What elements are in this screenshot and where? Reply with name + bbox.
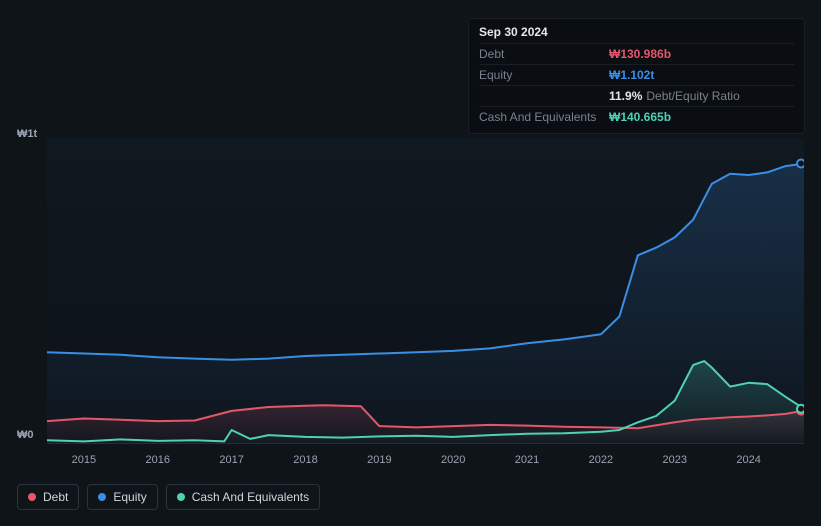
x-axis-label: 2019 <box>367 454 391 466</box>
x-axis-label: 2016 <box>146 454 170 466</box>
tooltip-date: Sep 30 2024 <box>479 25 794 43</box>
y-axis-label: ₩0 <box>17 429 34 441</box>
x-axis-label: 2024 <box>736 454 760 466</box>
end-marker <box>797 160 804 168</box>
legend: Debt Equity Cash And Equivalents <box>17 484 320 510</box>
tooltip-value: ₩140.665b <box>609 110 671 124</box>
tooltip-value: ₩130.986b <box>609 47 671 61</box>
x-axis-label: 2015 <box>72 454 96 466</box>
chart-tooltip: Sep 30 2024 Debt ₩130.986b Equity ₩1.102t 11… <box>468 18 805 134</box>
tooltip-row: Equity ₩1.102t <box>479 64 794 85</box>
plot-area[interactable] <box>47 138 804 444</box>
x-axis-label: 2018 <box>293 454 317 466</box>
end-marker <box>797 405 804 413</box>
tooltip-row: Debt ₩130.986b <box>479 43 794 64</box>
tooltip-value: ₩1.102t <box>609 68 654 82</box>
tooltip-row: 11.9% Debt/Equity Ratio <box>479 85 794 106</box>
line-chart <box>47 138 804 444</box>
legend-label: Equity <box>113 490 146 504</box>
legend-item[interactable]: Cash And Equivalents <box>166 484 320 510</box>
legend-swatch <box>177 493 185 501</box>
legend-item[interactable]: Debt <box>17 484 79 510</box>
y-axis-label: ₩1t <box>17 128 37 140</box>
legend-swatch <box>98 493 106 501</box>
tooltip-value: 11.9% <box>609 89 642 103</box>
legend-item[interactable]: Equity <box>87 484 157 510</box>
legend-swatch <box>28 493 36 501</box>
x-axis-label: 2023 <box>663 454 687 466</box>
legend-label: Debt <box>43 490 68 504</box>
x-axis-label: 2022 <box>589 454 613 466</box>
x-axis: 2015 2016 2017 2018 2019 2020 2021 2022 2023 2024 <box>47 450 804 470</box>
tooltip-label: Equity <box>479 68 512 82</box>
x-axis-label: 2017 <box>219 454 243 466</box>
chart-wrap: ₩1t₩0 2015201620172018201920202021202220… <box>17 124 804 474</box>
tooltip-ratio-label: Debt/Equity Ratio <box>646 89 739 103</box>
x-axis-label: 2020 <box>441 454 465 466</box>
x-axis-label: 2021 <box>515 454 539 466</box>
tooltip-row: Cash And Equivalents ₩140.665b <box>479 106 794 127</box>
tooltip-label: Debt <box>479 47 504 61</box>
tooltip-label: Cash And Equivalents <box>479 110 596 124</box>
legend-label: Cash And Equivalents <box>192 490 309 504</box>
